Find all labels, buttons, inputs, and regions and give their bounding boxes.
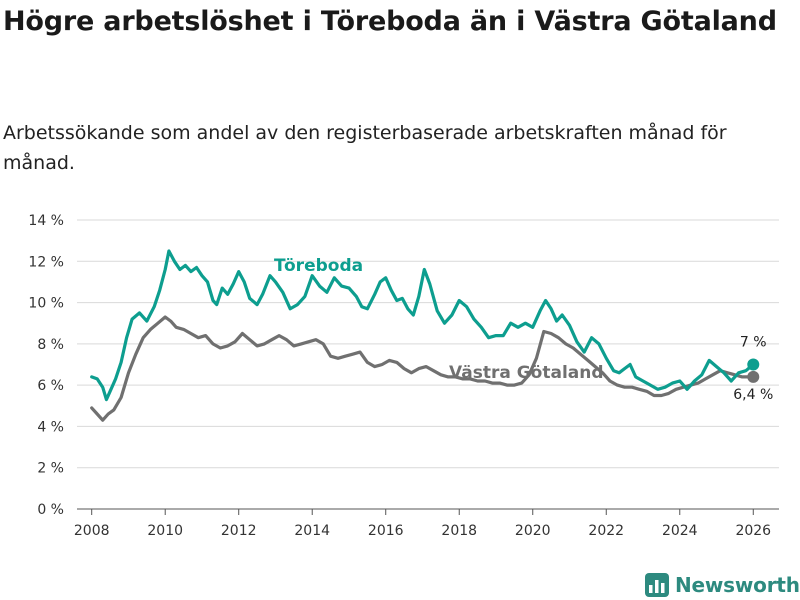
series-line-vastra-gotaland — [90, 315, 755, 422]
brand-logo: Newsworthy — [645, 570, 800, 600]
x-tick-label: 2026 — [735, 523, 771, 539]
x-tick-label: 2024 — [662, 523, 698, 539]
x-tick-label: 2010 — [147, 523, 183, 539]
y-tick-label: 14 % — [28, 213, 64, 229]
series-label-vastra-gotaland: Västra Götaland — [449, 363, 604, 383]
end-point-toreboda — [747, 358, 760, 371]
x-axis-ticks: 2008 2010 2012 2014 2016 2018 2020 2022 2024 2026 — [74, 509, 771, 539]
end-label-toreboda: 7 % — [740, 335, 767, 351]
end-label-vastra-gotaland: 6,4 % — [733, 387, 773, 403]
y-tick-label: 0 % — [37, 502, 64, 518]
brand-name: Newsworthy — [675, 573, 800, 597]
chart-subtitle: Arbetssökande som andel av den registerb… — [3, 122, 727, 174]
y-tick-label: 4 % — [37, 419, 64, 435]
x-tick-label: 2022 — [588, 523, 624, 539]
x-tick-label: 2012 — [221, 523, 257, 539]
series-label-toreboda: Töreboda — [274, 256, 363, 276]
y-tick-label: 10 % — [28, 296, 64, 312]
y-tick-label: 8 % — [37, 337, 64, 353]
y-axis-ticks: 0 % 2 % 4 % 6 % 8 % 10 % 12 % 14 % — [28, 213, 64, 518]
y-tick-label: 12 % — [28, 254, 64, 270]
x-tick-label: 2016 — [368, 523, 404, 539]
y-tick-label: 6 % — [37, 378, 64, 394]
x-tick-label: 2018 — [441, 523, 477, 539]
x-tick-label: 2008 — [74, 523, 110, 539]
x-tick-label: 2020 — [515, 523, 551, 539]
y-gridlines — [77, 219, 779, 469]
series-line-toreboda — [90, 249, 755, 402]
x-tick-label: 2014 — [294, 523, 330, 539]
end-point-vastra-gotaland — [747, 370, 760, 383]
y-tick-label: 2 % — [37, 461, 64, 477]
bar-chart-icon — [645, 573, 669, 597]
chart-title: Högre arbetslöshet i Töreboda än i Västr… — [3, 6, 777, 37]
